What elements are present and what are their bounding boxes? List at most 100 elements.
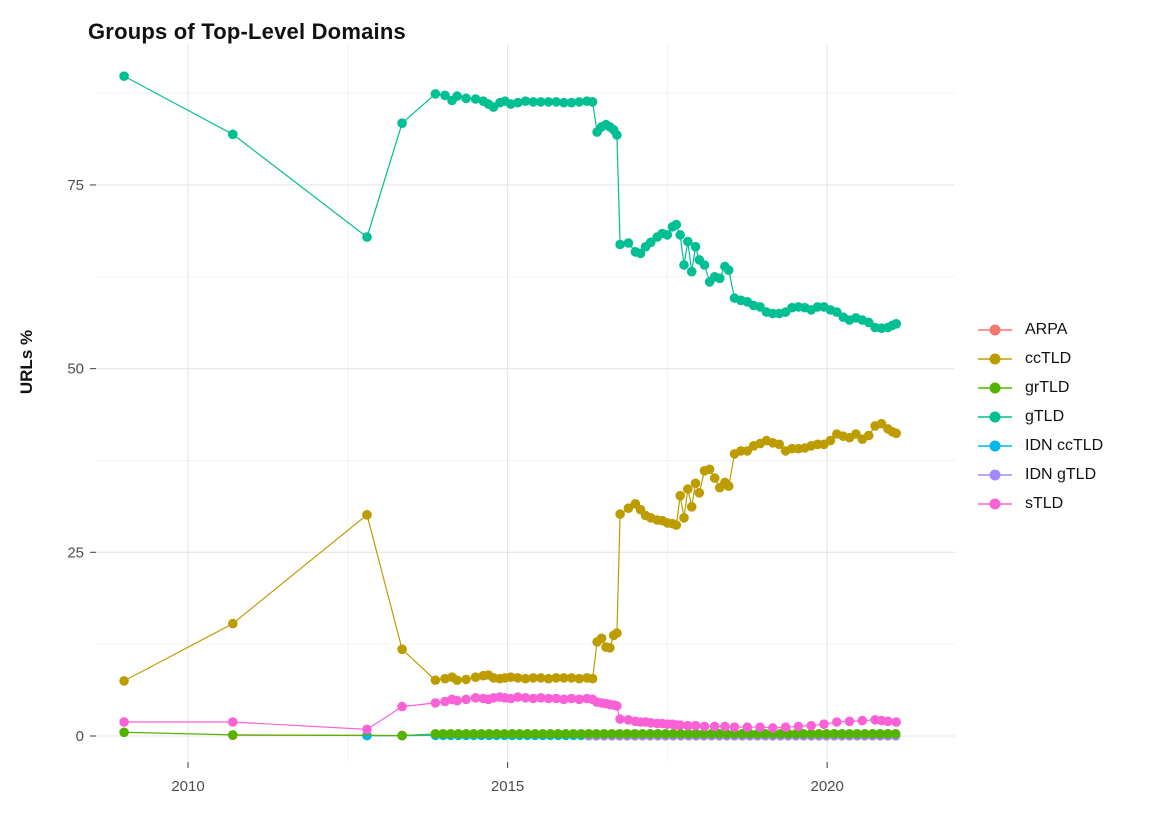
data-point [742,446,753,456]
legend-item-stld: sTLD [977,493,1103,515]
data-point [876,418,887,429]
legend-label: IDN ccTLD [1025,437,1104,454]
data-point [683,484,693,494]
data-point [568,729,579,739]
svg-text:0: 0 [76,728,84,745]
data-point [452,91,462,101]
data-point [513,673,523,683]
data-point [806,720,816,731]
y-tick-labels: 0 25 50 75 [67,177,84,745]
gridlines-major [96,45,955,762]
data-point [679,513,689,523]
data-point [397,644,407,655]
svg-text:25: 25 [67,544,84,561]
data-point [662,230,673,240]
data-point [507,729,517,739]
data-point [729,722,740,732]
data-point [683,720,693,731]
svg-text:50: 50 [67,361,84,378]
data-point [891,428,901,439]
data-point [536,673,546,683]
data-point [612,130,622,140]
data-point [520,96,531,106]
data-point [671,219,682,230]
data-point [829,729,839,739]
data-point [228,730,238,740]
data-point [635,248,646,259]
data-point [514,729,525,739]
data-point [476,729,487,739]
data-point [806,729,816,739]
data-point [675,230,685,240]
data-point [445,729,456,739]
legend-label: sTLD [1025,495,1064,512]
data-point [559,97,569,108]
data-point [430,698,441,708]
legend-key-icon [978,353,1012,365]
data-point [484,729,494,739]
data-point [622,729,632,739]
data-point [545,729,556,739]
data-point [397,701,407,712]
data-point [715,273,725,284]
legend-item-idn-cctld: IDN ccTLD [977,435,1103,457]
data-point [720,721,730,732]
data-point [637,729,648,739]
data-point [551,693,561,704]
data-point [605,643,615,653]
data-point [119,71,129,81]
data-point [614,729,625,739]
data-point [559,673,569,683]
data-point [553,729,563,739]
data-point [646,237,656,248]
series-stld [119,692,901,735]
data-point [709,721,720,732]
data-point [612,701,622,711]
data-point [499,729,510,739]
data-point [679,260,689,270]
data-point [461,93,471,104]
data-point [798,729,809,739]
data-point [566,97,577,108]
data-point [453,729,464,739]
series-grtld [119,727,901,741]
data-point [709,473,720,483]
data-point [615,239,625,250]
data-point [607,729,617,739]
data-point [561,729,571,739]
data-point [543,673,554,684]
data-point [574,673,584,684]
legend-key-icon [978,498,1012,510]
data-point [890,729,901,739]
data-point [722,729,732,739]
data-point [576,729,586,739]
series-cctld [119,418,901,686]
data-point [690,720,701,731]
data-point [506,672,516,682]
data-point [690,478,701,489]
data-point [452,695,462,706]
series-gtld [119,71,901,334]
data-point [793,721,804,732]
data-point [430,675,441,685]
svg-text:2015: 2015 [491,778,524,795]
data-point [676,729,686,739]
data-point [755,722,765,732]
data-point [867,729,878,739]
legend-label: IDN gTLD [1025,466,1097,483]
data-point [729,729,740,739]
data-point [699,729,709,739]
data-point [694,488,705,498]
data-point [520,673,531,684]
data-point [513,97,523,108]
data-point [470,94,481,104]
legend-item-cctld: ccTLD [977,348,1103,370]
data-point [119,676,129,686]
data-point [630,729,640,739]
data-point [755,302,765,312]
data-point [774,439,784,450]
legend-item-gtld: gTLD [977,406,1103,428]
data-point [228,717,238,727]
data-point [780,722,791,732]
data-point [551,97,561,107]
